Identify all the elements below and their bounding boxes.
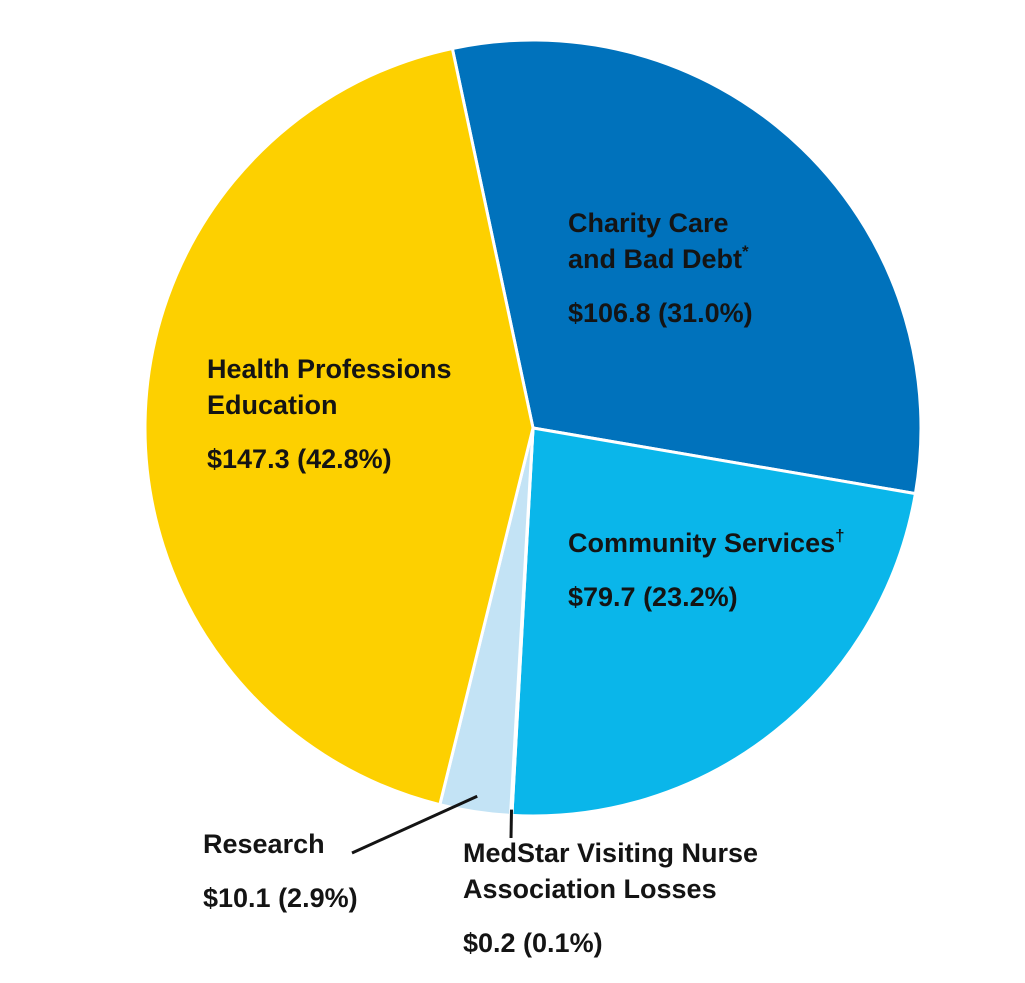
slice-label-vna: MedStar Visiting Nurse Association Losses [463,838,758,904]
pie-slice-education [143,46,535,807]
slice-label-research: Research [203,829,325,859]
slice-value-charity: $106.8 (31.0%) [568,298,753,328]
slice-label-footnote-mark: † [835,526,844,545]
labels-layer: Charity Care and Bad Debt* $106.8 (31.0%) C… [203,208,845,958]
slice-label-line: Health Professions [207,354,452,384]
slice-label-line: Charity Care [568,208,729,238]
slice-label-line: and Bad Debt [568,244,742,274]
slice-label-line: MedStar Visiting Nurse [463,838,758,868]
slice-label-education: Health Professions Education [207,354,452,420]
slice-label-footnote-mark: * [742,242,749,261]
leader-line-research [351,794,478,855]
leader-lines-layer [351,794,513,855]
slice-label-charity: Charity Care and Bad Debt* [568,208,749,274]
slice-value-vna: $0.2 (0.1%) [463,928,603,958]
slices-layer [143,38,923,818]
slice-label-line: Education [207,390,338,420]
pie-slice-charity [450,38,923,496]
pie-slice-community [510,426,917,818]
slice-value-education: $147.3 (42.8%) [207,444,392,474]
slice-value-research: $10.1 (2.9%) [203,883,358,913]
slice-label-line: Community Services [568,528,835,558]
slice-label-line: Association Losses [463,874,717,904]
slice-label-community: Community Services† [568,526,845,558]
slice-value-community: $79.7 (23.2%) [568,582,738,612]
slice-label-line: Research [203,829,325,859]
leader-line-vna [509,809,513,839]
